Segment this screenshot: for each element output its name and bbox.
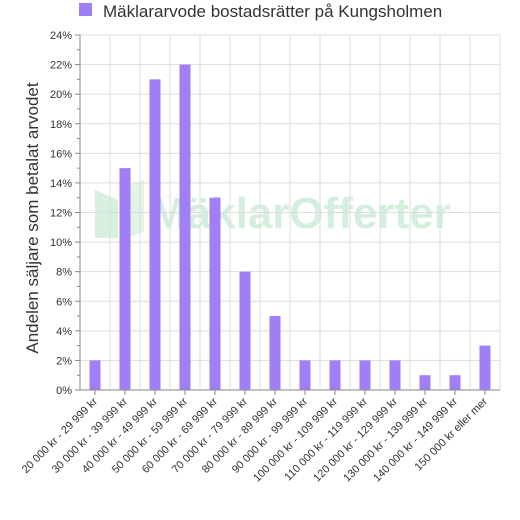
bar (269, 316, 281, 390)
y-tick-label: 12% (50, 208, 72, 220)
y-tick-label: 2% (56, 355, 72, 367)
bar (239, 271, 251, 390)
y-tick-label: 16% (50, 148, 72, 160)
bar (179, 64, 191, 390)
y-tick-label: 14% (50, 178, 72, 190)
bar (359, 360, 371, 390)
y-tick-label: 8% (56, 267, 72, 279)
y-tick-label: 24% (50, 30, 72, 42)
bar (329, 360, 341, 390)
legend: Mäklararvode bostadsrätter på Kungsholme… (79, 2, 442, 21)
watermark: MäklarOfferter (95, 180, 451, 240)
bar (389, 360, 401, 390)
bar (419, 375, 431, 390)
bar (449, 375, 461, 390)
bar (299, 360, 311, 390)
y-tick-label: 0% (56, 385, 72, 397)
legend-label: Mäklararvode bostadsrätter på Kungsholme… (103, 2, 442, 21)
bar (89, 360, 101, 390)
y-tick-label: 18% (50, 119, 72, 131)
y-tick-label: 20% (50, 89, 72, 101)
legend-swatch (79, 3, 92, 16)
y-tick-label: 10% (50, 237, 72, 249)
watermark-text: MäklarOfferter (150, 189, 451, 238)
bar (479, 345, 491, 390)
y-tick-label: 6% (56, 296, 72, 308)
y-tick-label: 4% (56, 326, 72, 338)
bars (89, 64, 491, 390)
grid (79, 34, 501, 391)
bar (149, 79, 161, 390)
bar (209, 197, 221, 390)
y-axis-title: Andelen säljare som betalat arvodet (23, 82, 42, 353)
bar (119, 168, 131, 390)
y-tick-label: 22% (50, 60, 72, 72)
